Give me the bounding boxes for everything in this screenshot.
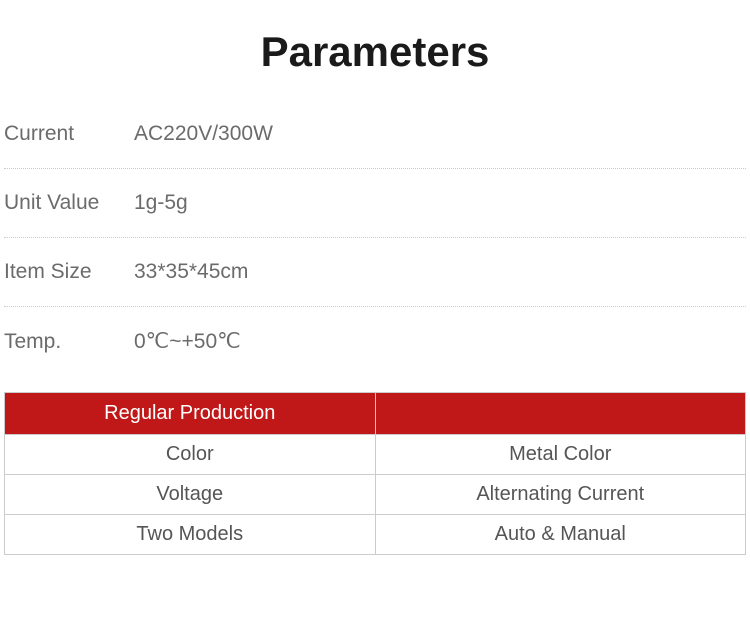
table-header-left: Regular Production — [5, 393, 376, 435]
param-row: Temp. 0℃~+50℃ — [4, 307, 746, 376]
param-value: AC220V/300W — [134, 122, 273, 146]
table-cell-right: Auto & Manual — [375, 515, 746, 555]
param-label: Temp. — [4, 330, 134, 354]
param-row: Current AC220V/300W — [4, 100, 746, 169]
param-label: Item Size — [4, 260, 134, 284]
param-value: 1g-5g — [134, 191, 188, 215]
param-row: Item Size 33*35*45cm — [4, 238, 746, 307]
page-title: Parameters — [0, 0, 750, 100]
table-row: Two Models Auto & Manual — [5, 515, 746, 555]
table-row: Voltage Alternating Current — [5, 475, 746, 515]
table-cell-right: Metal Color — [375, 435, 746, 475]
table-cell-right: Alternating Current — [375, 475, 746, 515]
param-label: Current — [4, 122, 134, 146]
parameter-list: Current AC220V/300W Unit Value 1g-5g Ite… — [0, 100, 750, 376]
param-value: 33*35*45cm — [134, 260, 248, 284]
table-header-right — [375, 393, 746, 435]
param-row: Unit Value 1g-5g — [4, 169, 746, 238]
production-table: Regular Production Color Metal Color Vol… — [4, 392, 746, 555]
table-row: Color Metal Color — [5, 435, 746, 475]
table-cell-left: Color — [5, 435, 376, 475]
param-value: 0℃~+50℃ — [134, 329, 241, 354]
table-header-row: Regular Production — [5, 393, 746, 435]
table-cell-left: Two Models — [5, 515, 376, 555]
param-label: Unit Value — [4, 191, 134, 215]
table-cell-left: Voltage — [5, 475, 376, 515]
